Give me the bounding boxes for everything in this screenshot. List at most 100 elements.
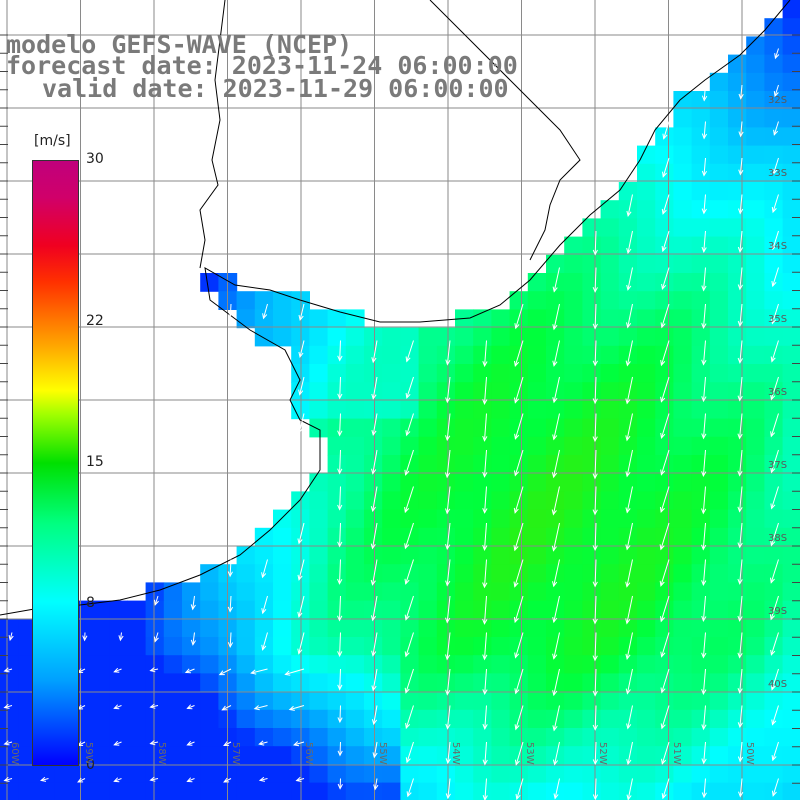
wind-cell bbox=[54, 782, 74, 800]
wind-cell bbox=[400, 618, 420, 638]
wind-cell bbox=[145, 637, 165, 656]
wind-arrow bbox=[626, 267, 633, 291]
wind-cell bbox=[491, 436, 511, 456]
wind-cell bbox=[436, 691, 456, 711]
wind-cell bbox=[364, 455, 383, 474]
wind-arrow bbox=[769, 595, 779, 621]
wind-arrow bbox=[514, 376, 524, 404]
wind-cell bbox=[618, 345, 638, 365]
border-line bbox=[199, 0, 226, 269]
wind-arrow bbox=[149, 776, 159, 782]
longitude-label: 60W bbox=[9, 742, 20, 765]
wind-cell bbox=[728, 291, 747, 310]
latitude-label: 34S bbox=[768, 241, 788, 252]
wind-cell bbox=[455, 418, 474, 438]
wind-cell bbox=[236, 291, 256, 310]
wind-cell bbox=[691, 218, 711, 238]
wind-cell bbox=[782, 273, 800, 292]
wind-cell bbox=[746, 91, 765, 110]
wind-cell bbox=[527, 728, 547, 747]
wind-cell bbox=[327, 564, 347, 583]
wind-cell bbox=[637, 309, 656, 329]
wind-cell bbox=[764, 218, 784, 238]
wind-cell bbox=[728, 527, 747, 547]
wind-arrow bbox=[701, 157, 708, 177]
wind-arrow bbox=[737, 486, 743, 513]
wind-cell bbox=[782, 218, 800, 238]
wind-arrow bbox=[552, 632, 560, 660]
wind-cell bbox=[309, 345, 329, 365]
wind-cell bbox=[582, 345, 602, 365]
wind-cell bbox=[509, 327, 529, 347]
wind-cell bbox=[418, 455, 438, 474]
wind-arrow bbox=[250, 668, 268, 675]
wind-arrow bbox=[337, 340, 343, 362]
wind-cell bbox=[400, 546, 420, 565]
wind-cell bbox=[0, 618, 19, 638]
wind-cell bbox=[0, 709, 19, 729]
wind-arrow bbox=[659, 522, 670, 551]
wind-cell bbox=[637, 509, 656, 529]
wind-cell bbox=[746, 273, 765, 292]
wind-cell bbox=[418, 527, 438, 547]
wind-arrow bbox=[406, 778, 414, 798]
wind-cell bbox=[509, 546, 529, 565]
wind-cell bbox=[637, 436, 656, 456]
wind-cell bbox=[728, 655, 747, 674]
wind-cell bbox=[309, 782, 329, 800]
wind-cell bbox=[400, 455, 420, 474]
wind-arrow bbox=[701, 632, 707, 659]
wind-cell bbox=[236, 691, 256, 711]
wind-cell bbox=[782, 709, 800, 729]
wind-cell bbox=[273, 655, 292, 674]
wind-cell bbox=[764, 691, 784, 711]
wind-arrow bbox=[737, 705, 743, 729]
wind-cell bbox=[782, 673, 800, 693]
wind-arrow bbox=[737, 303, 743, 327]
wind-cell bbox=[509, 291, 529, 310]
wind-cell bbox=[673, 236, 693, 256]
wind-cell bbox=[473, 491, 492, 511]
wind-cell bbox=[418, 728, 438, 747]
wind-cell bbox=[709, 764, 729, 784]
wind-cell bbox=[527, 473, 547, 492]
wind-cell bbox=[491, 364, 511, 383]
wind-cell bbox=[382, 782, 401, 800]
wind-cell bbox=[546, 546, 565, 565]
wind-cell bbox=[382, 455, 401, 474]
wind-cell bbox=[582, 473, 602, 492]
wind-cell bbox=[436, 655, 456, 674]
wind-cell bbox=[382, 564, 401, 583]
wind-cell bbox=[546, 691, 565, 711]
wind-cell bbox=[564, 691, 583, 711]
wind-cell bbox=[400, 691, 420, 711]
wind-cell bbox=[673, 618, 693, 638]
wind-cell bbox=[746, 309, 765, 329]
wind-cell bbox=[600, 291, 620, 310]
wind-cell bbox=[182, 764, 201, 784]
wind-arrow bbox=[482, 632, 488, 661]
wind-cell bbox=[582, 782, 602, 800]
wind-cell bbox=[655, 473, 674, 492]
wind-arrow bbox=[661, 194, 670, 215]
wind-cell bbox=[600, 637, 620, 656]
wind-cell bbox=[309, 764, 329, 784]
wind-cell bbox=[764, 72, 784, 92]
wind-arrow bbox=[297, 522, 305, 545]
wind-cell bbox=[618, 764, 638, 784]
wind-cell bbox=[637, 618, 656, 638]
wind-cell bbox=[145, 764, 165, 784]
wind-arrow bbox=[444, 449, 451, 479]
wind-cell bbox=[546, 709, 565, 729]
colorbar-tick-label: 0 bbox=[86, 757, 95, 773]
wind-cell bbox=[127, 709, 147, 729]
wind-arrow bbox=[592, 632, 598, 662]
wind-cell bbox=[782, 382, 800, 401]
wind-arrow bbox=[482, 741, 488, 766]
wind-cell bbox=[254, 546, 274, 565]
wind-cell bbox=[564, 382, 583, 401]
wind-arrow bbox=[737, 267, 743, 291]
wind-arrow bbox=[337, 632, 343, 658]
wind-cell bbox=[746, 582, 765, 602]
wind-arrow bbox=[371, 376, 378, 400]
